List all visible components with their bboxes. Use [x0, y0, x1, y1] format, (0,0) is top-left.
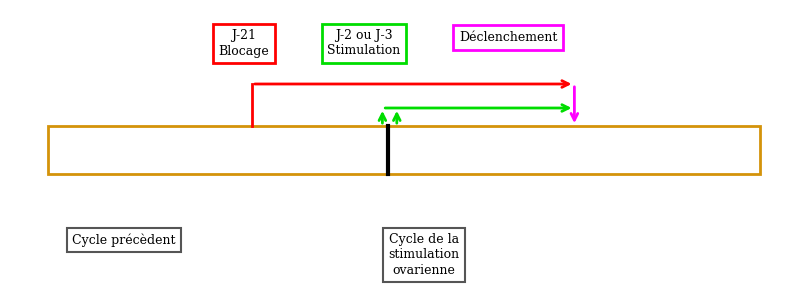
- Text: Cycle précèdent: Cycle précèdent: [72, 233, 176, 247]
- Text: Déclenchement: Déclenchement: [459, 31, 557, 44]
- Text: J-21
Blocage: J-21 Blocage: [218, 29, 270, 58]
- Text: J-2 ou J-3
Stimulation: J-2 ou J-3 Stimulation: [327, 29, 401, 58]
- Bar: [48, 126, 760, 174]
- Text: Cycle de la
stimulation
ovarienne: Cycle de la stimulation ovarienne: [389, 233, 459, 277]
